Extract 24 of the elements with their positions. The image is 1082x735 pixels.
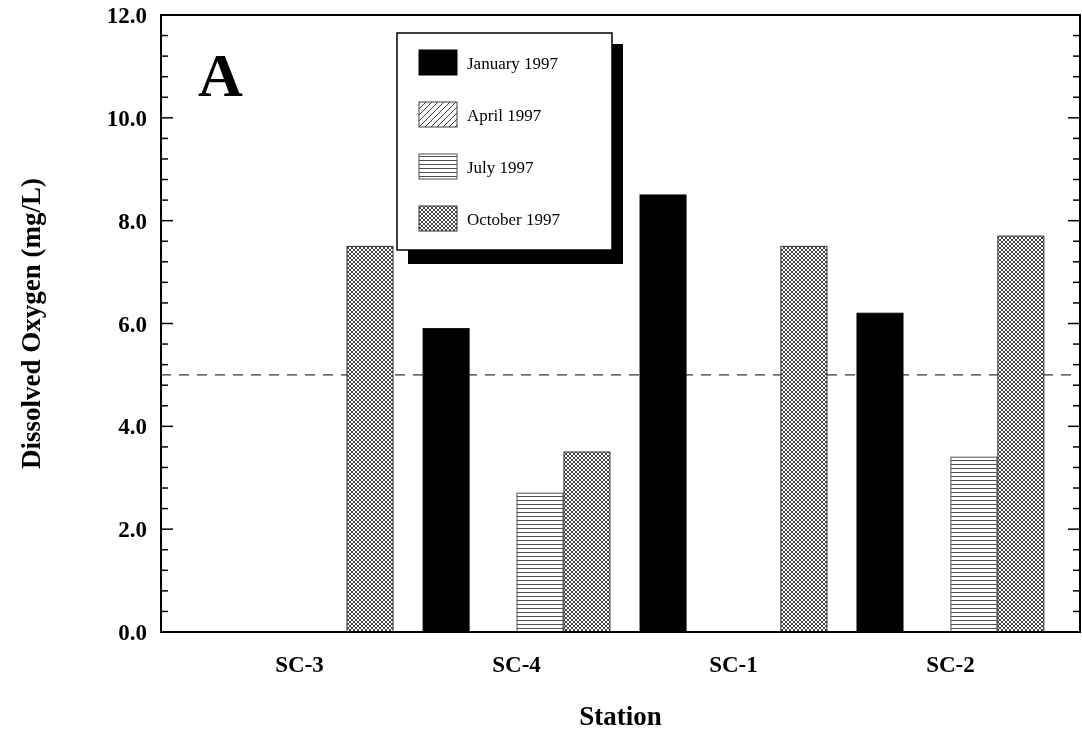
annotation: A: [198, 41, 243, 109]
y-tick-label: 4.0: [118, 414, 147, 440]
bar: [950, 456, 998, 633]
y-tick-label: 8.0: [118, 208, 147, 234]
y-tick-label: 12.0: [106, 3, 147, 29]
legend-label: January 1997: [467, 53, 559, 73]
y-tick-label: 10.0: [106, 105, 147, 131]
legend-label: October 1997: [467, 209, 561, 229]
x-tick-label: SC-3: [275, 652, 324, 677]
y-axis-title: Dissolved Oxygen (mg/L): [16, 177, 46, 470]
bar: [516, 492, 564, 633]
bar: [563, 451, 611, 633]
bar: [346, 245, 394, 633]
y-tick-label: 6.0: [118, 311, 147, 337]
x-tick-label: SC-1: [709, 652, 758, 677]
x-tick-label: SC-4: [492, 652, 542, 677]
y-tick-label: 2.0: [118, 517, 147, 543]
x-tick-label: SC-2: [926, 652, 975, 677]
x-axis-title: Station: [579, 701, 662, 731]
bar: [997, 235, 1045, 633]
legend-label: July 1997: [467, 157, 535, 177]
legend-label: April 1997: [467, 105, 542, 125]
y-tick-label: 0.0: [118, 620, 147, 646]
bar: [780, 245, 828, 633]
